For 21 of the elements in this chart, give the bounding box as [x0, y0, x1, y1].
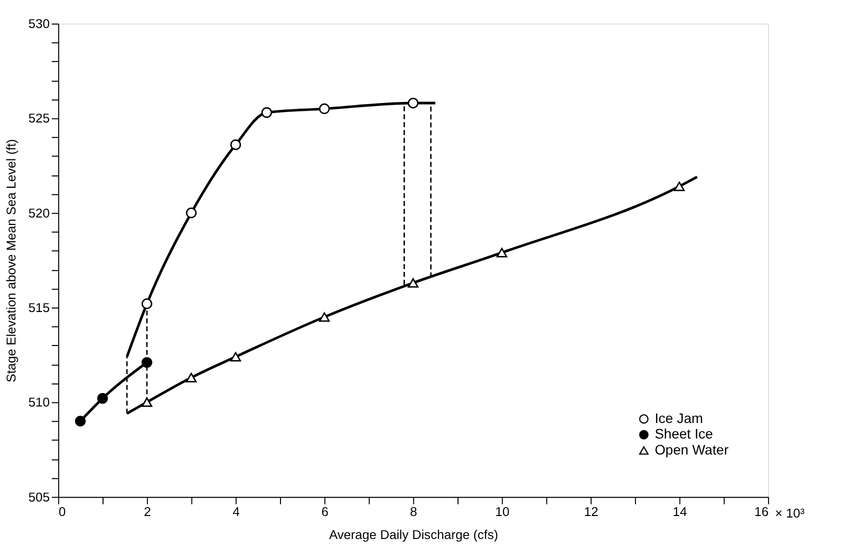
x-axis-title: Average Daily Discharge (cfs)	[329, 526, 498, 542]
y-tick-label: 530	[28, 16, 50, 32]
legend-label: Ice Jam	[654, 410, 704, 426]
x-tick-label: 0	[58, 504, 66, 520]
x-tick-label: 8	[410, 504, 418, 520]
y-tick-label: 505	[28, 489, 50, 504]
y-tick-label: 515	[28, 300, 50, 315]
x-tick-label: 14	[672, 504, 687, 520]
text: × 10³	[774, 506, 806, 521]
x-tick-label: 10	[495, 504, 510, 520]
x-tick-label: 2	[144, 504, 151, 520]
legend-label: Open Water	[654, 442, 729, 458]
y-axis-title: Stage Elevation above Mean Sea Level (ft)	[4, 139, 19, 382]
x-tick-label: 4	[232, 504, 240, 520]
x-tick-label: 16	[754, 504, 769, 520]
x-tick-label: 6	[321, 504, 328, 520]
y-tick-label: 520	[28, 205, 50, 220]
y-tick-label: 525	[28, 110, 50, 126]
y-tick-label: 510	[28, 394, 50, 410]
x-tick-label: 12	[584, 504, 598, 520]
legend-label: Sheet Ice	[654, 426, 714, 442]
